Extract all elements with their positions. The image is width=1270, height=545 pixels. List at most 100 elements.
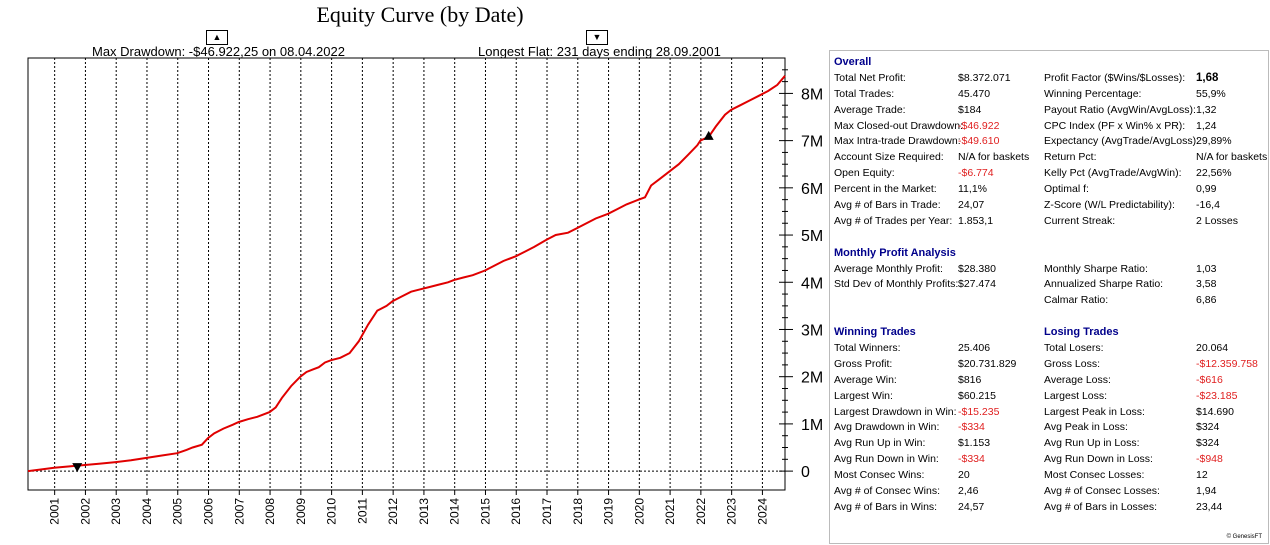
overall-stat-value: -$49.610 [958,135,1000,148]
losing-stat-value: -$23.185 [1196,389,1238,402]
overall-stat-value: 2 Losses [1196,214,1239,227]
overall-stat-row: Current Streak: 2 Losses [1044,214,1264,230]
x-tick-label: 2023 [725,498,739,525]
losing-stat-row: Average Loss: -$616 [1044,373,1264,389]
x-tick-label: 2010 [325,498,339,525]
overall-stat-label: Max Intra-trade Drawdown: [834,135,961,148]
monthly-stat-value: $28.380 [958,262,996,275]
x-tick-label: 2019 [602,498,616,525]
losing-stat-label: Gross Loss: [1044,357,1101,370]
losing-stat-row: Avg # of Bars in Losses: 23,44 [1044,500,1264,516]
losing-stat-row: Largest Loss: -$23.185 [1044,389,1264,405]
y-tick-label: 4M [801,275,823,292]
overall-stat-label: Total Trades: [834,87,895,100]
monthly-heading: Monthly Profit Analysis [834,246,956,259]
winning-stat-label: Most Consec Wins: [834,469,925,482]
max-drawdown-marker-icon: ▲ [206,30,228,45]
winning-stat-value: -$15.235 [958,405,1000,418]
overall-stat-value: -$6.774 [958,167,994,180]
winning-stat-row: Average Win: $816 [834,373,1044,389]
y-tick-label: 8M [801,86,823,103]
overall-stat-row: Profit Factor ($Wins/$Losses): 1,68 [1044,71,1264,87]
winning-stat-row: Avg Run Up in Win: $1.153 [834,436,1044,452]
winning-stat-row: Avg # of Consec Wins: 2,46 [834,484,1044,500]
overall-stat-value: N/A for baskets [1196,151,1268,164]
overall-stat-value: 45.470 [958,87,991,100]
overall-stat-value: 22,56% [1196,167,1232,180]
x-tick-label: 2007 [232,498,246,525]
copyright-text: © GenesisFT [1226,534,1262,540]
losing-stat-value: $324 [1196,437,1220,450]
x-tick-label: 2001 [48,498,62,525]
winning-stat-label: Avg Drawdown in Win: [834,421,940,434]
losing-stat-row: Gross Loss: -$12.359.758 [1044,357,1264,373]
max-drawdown-text: Max Drawdown: -$46.922,25 on 08.04.2022 [92,44,345,59]
losing-stat-row: Avg Run Down in Loss: -$948 [1044,452,1264,468]
y-tick-label: 1M [801,417,823,434]
overall-stat-value: 1,32 [1196,103,1217,116]
losing-stat-label: Avg Run Up in Loss: [1044,437,1140,450]
overall-stat-label: Payout Ratio (AvgWin/AvgLoss): [1044,103,1196,116]
x-tick-label: 2002 [78,498,92,525]
winning-stat-label: Largest Drawdown in Win: [834,405,957,418]
winning-stat-value: 24,57 [958,500,985,513]
longest-flat-marker [72,463,83,473]
winning-stat-value: $60.215 [958,389,996,402]
overall-stat-value: 1,24 [1196,119,1217,132]
monthly-stat-label: Calmar Ratio: [1044,294,1109,307]
monthly-stat-label: Annualized Sharpe Ratio: [1044,278,1164,291]
winning-stat-label: Total Winners: [834,342,901,355]
monthly-stat-label: Monthly Sharpe Ratio: [1044,262,1148,275]
stats-right-column: Profit Factor ($Wins/$Losses): 1,68 Winnin… [1044,55,1268,516]
y-tick-label: 3M [801,322,823,339]
x-tick-label: 2005 [171,498,185,525]
losing-heading: Losing Trades [1044,326,1119,339]
y-tick-label: 0 [801,464,810,481]
equity-line [27,75,786,473]
losing-stat-label: Largest Peak in Loss: [1044,405,1145,418]
equity-chart: 2001 2002 2003 2004 2005 2006 2007 2008 2009 2010… [27,57,823,525]
overall-stat-label: Profit Factor ($Wins/$Losses): [1044,71,1186,84]
winning-stat-label: Avg Run Up in Win: [834,437,926,450]
losing-stat-value: 1,94 [1196,485,1217,498]
losing-stat-value: 20.064 [1196,342,1229,355]
overall-stat-label: Account Size Required: [834,151,944,164]
winning-stat-label: Average Win: [834,373,897,386]
overall-stat-row: Return Pct: N/A for baskets [1044,150,1268,166]
overall-stat-label: Current Streak: [1044,214,1116,227]
monthly-stat-value: $27.474 [958,278,996,291]
overall-stat-label: Expectancy (AvgTrade/AvgLoss): [1044,135,1200,148]
losing-stat-row: Total Losers: 20.064 [1044,341,1264,357]
overall-stat-value: 29,89% [1196,135,1232,148]
overall-heading: Overall [834,56,872,68]
monthly-stat-row: Monthly Sharpe Ratio: 1,03 [1044,262,1264,278]
winning-stat-row: Avg # of Bars in Wins: 24,57 [834,500,1044,516]
overall-stat-label: Max Closed-out Drawdown: [834,119,963,132]
winning-stat-row: Avg Run Down in Win: -$334 [834,452,1044,468]
x-tick-label: 2012 [386,498,400,525]
losing-stat-row: Avg Peak in Loss: $324 [1044,420,1264,436]
losing-stat-label: Avg # of Bars in Losses: [1044,500,1158,513]
x-tick-label: 2021 [663,498,677,525]
overall-stat-label: CPC Index (PF x Win% x PR): [1044,119,1186,132]
overall-stat-row: Total Trades: 45.470 [834,87,1044,103]
longest-flat-text: Longest Flat: 231 days ending 28.09.2001 [478,44,721,59]
winning-stat-value: -$334 [958,421,985,434]
overall-stat-row: Percent in the Market: 11,1% [834,182,1044,198]
overall-stat-label: Kelly Pct (AvgTrade/AvgWin): [1044,167,1182,180]
x-tick-label: 2016 [509,498,523,525]
winning-stat-value: $816 [958,373,982,386]
y-tick-label: 6M [801,181,823,198]
overall-stat-label: Percent in the Market: [834,183,937,196]
overall-stat-row: Max Intra-trade Drawdown: -$49.610 [834,134,1044,150]
losing-stat-value: 12 [1196,469,1208,482]
x-tick-label: 2004 [140,498,154,525]
overall-stat-row: Avg # of Trades per Year: 1.853,1 [834,214,1044,230]
overall-stat-value: 11,1% [958,183,987,196]
overall-stat-label: Avg # of Trades per Year: [834,214,953,227]
overall-stat-value: $184 [958,103,982,116]
x-tick-label: 2014 [448,498,462,525]
winning-stat-value: 20 [958,469,970,482]
losing-stat-value: -$616 [1196,373,1223,386]
overall-stat-row: Average Trade: $184 [834,103,1044,119]
